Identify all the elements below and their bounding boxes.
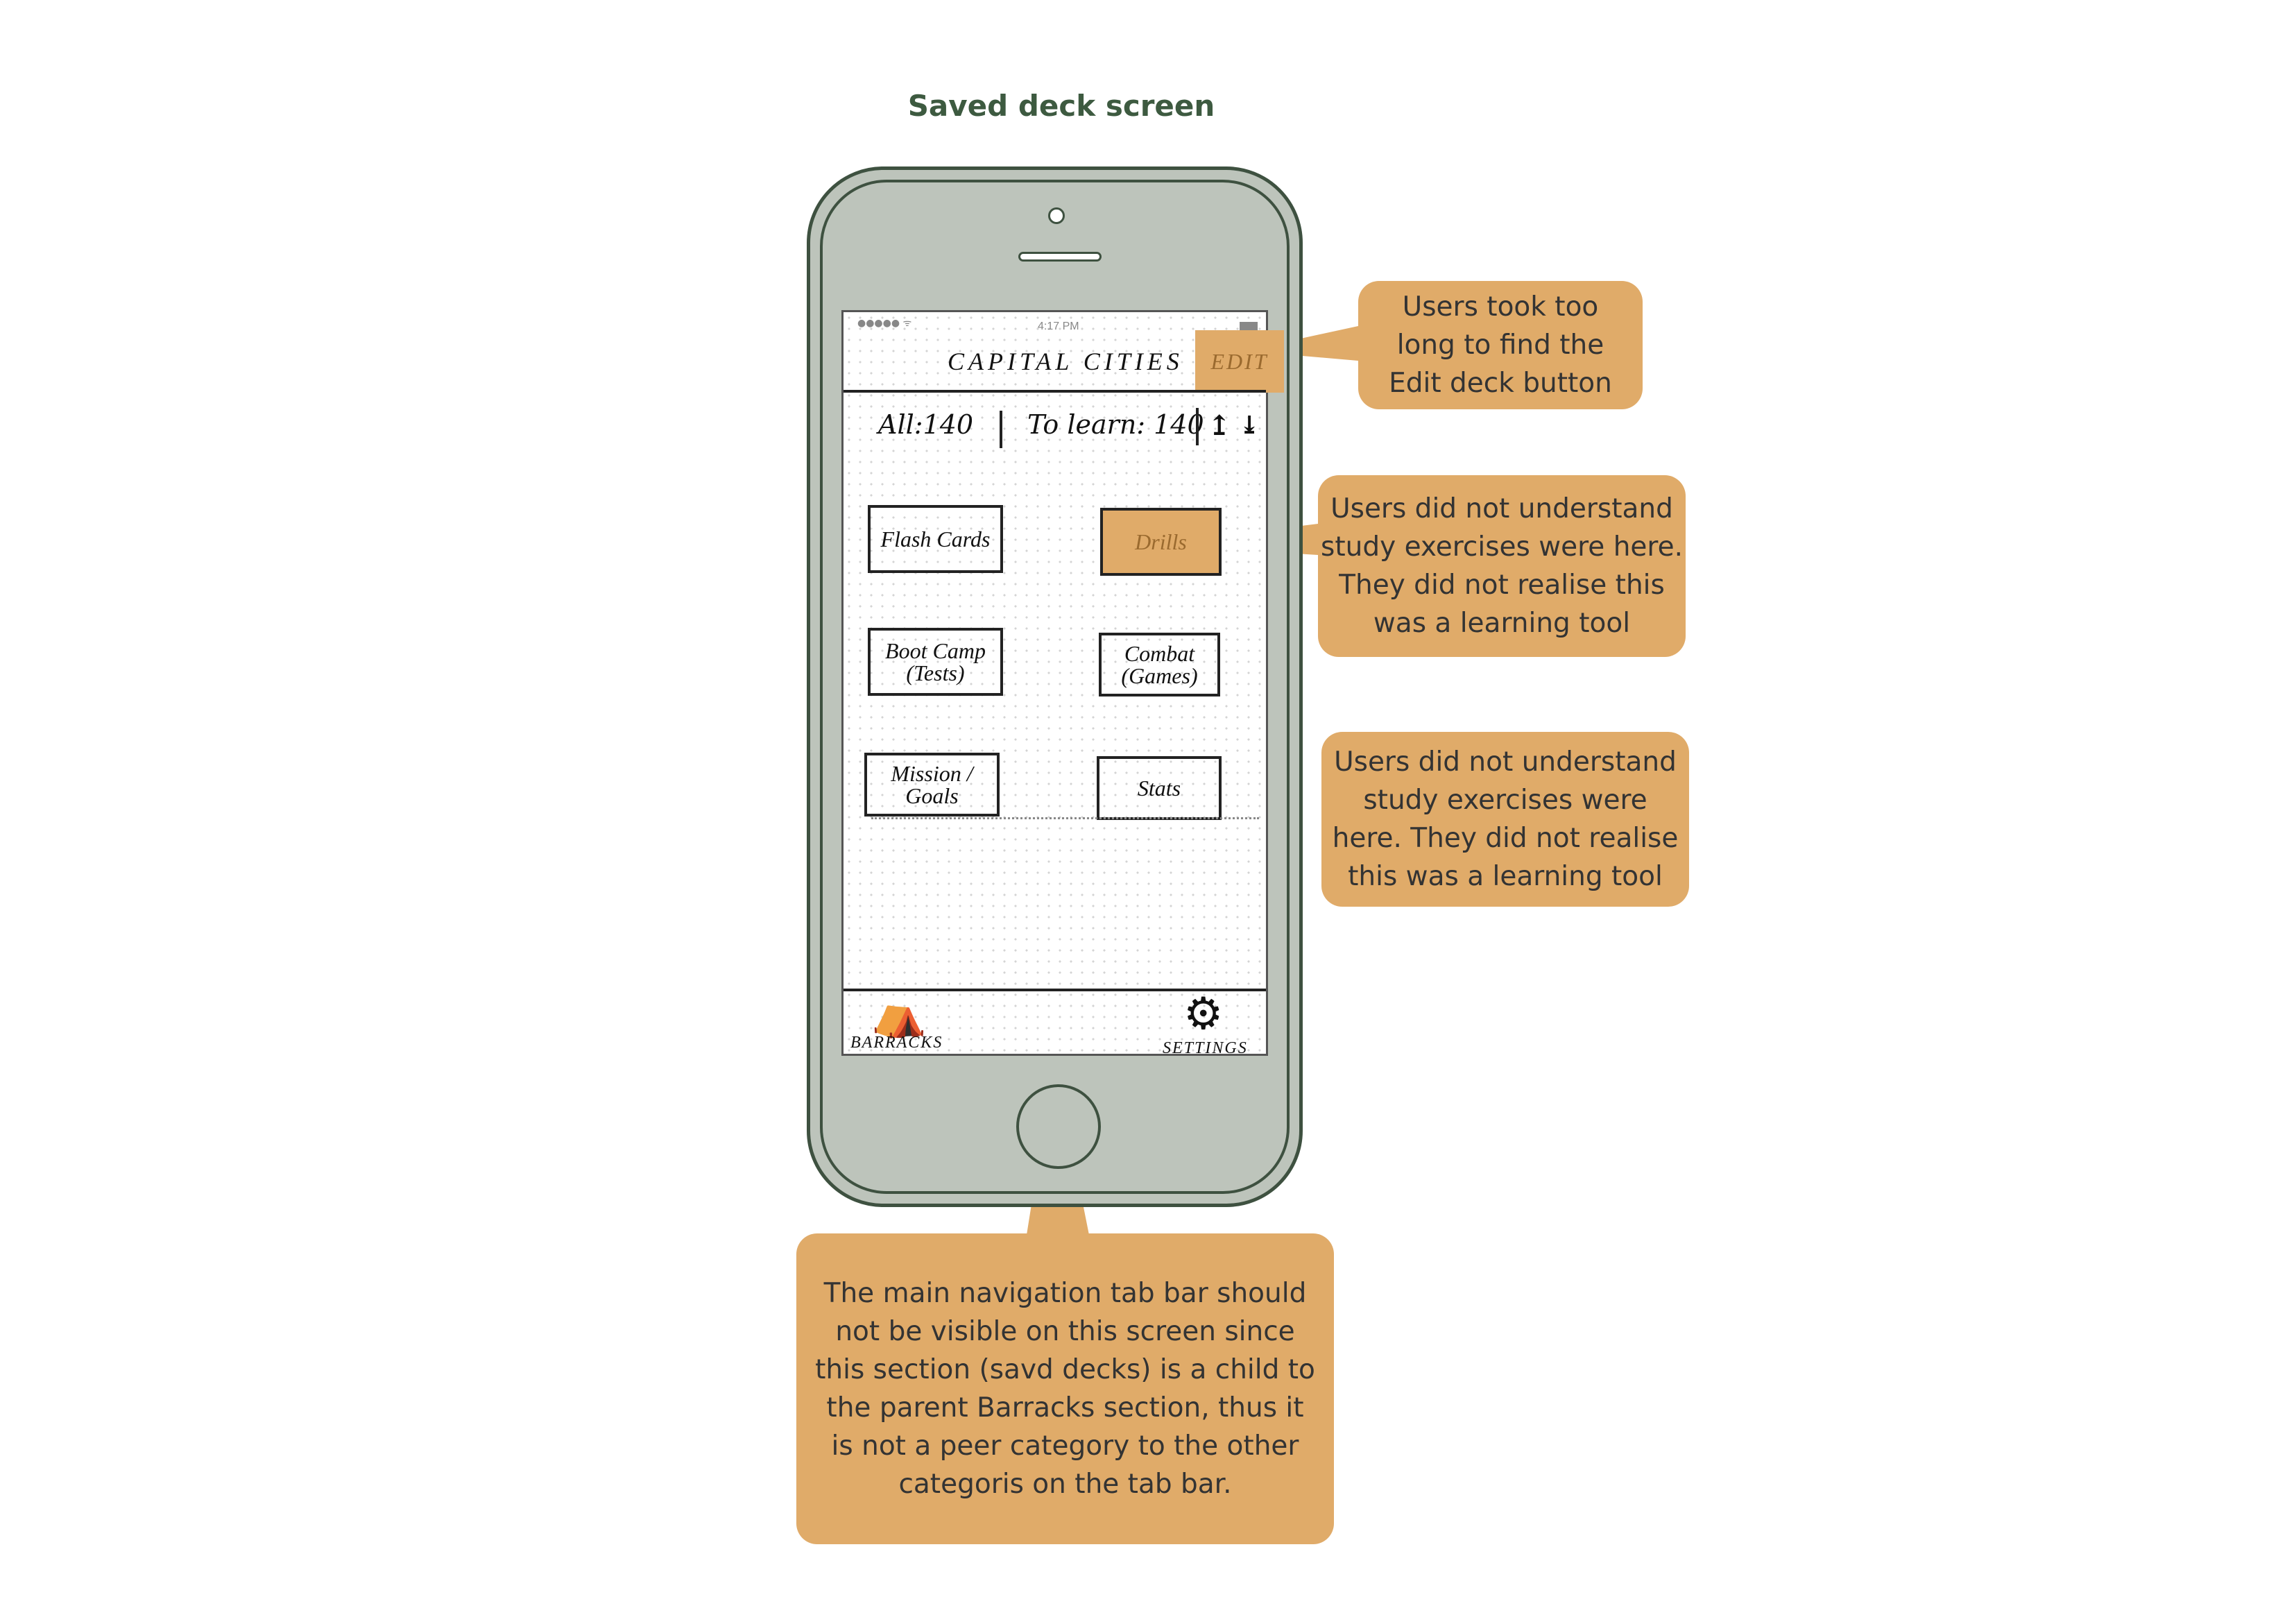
study-exercises-annotation: Users did not understand study exercises… (1321, 732, 1689, 907)
flash-cards-button[interactable]: Flash Cards (868, 505, 1003, 573)
mission-goals-button[interactable]: Mission / Goals (864, 753, 1000, 817)
stats-button[interactable]: Stats (1097, 756, 1222, 820)
phone-bezel (820, 180, 1290, 1194)
camera-icon (1048, 207, 1065, 224)
count-divider (1000, 411, 1002, 448)
header-divider (844, 390, 1266, 393)
count-to-learn: To learn: 140 (1027, 409, 1204, 440)
home-button[interactable] (1016, 1084, 1101, 1169)
count-divider (1196, 408, 1199, 445)
battery-icon (1240, 322, 1258, 330)
speaker-icon (1018, 252, 1102, 262)
signal-icon: ●●●●● ᯤ (857, 318, 912, 329)
combat-button[interactable]: Combat (Games) (1099, 633, 1220, 696)
phone-screen: ●●●●● ᯤ 4:17 PM CAPITAL CITIES EDIT All:… (841, 310, 1284, 1057)
drills-annotation: Users did not understand study exercises… (1318, 475, 1686, 657)
tab-bar-divider (844, 989, 1266, 991)
tab-bar-annotation: The main navigation tab bar should not b… (796, 1233, 1334, 1544)
content-divider (871, 817, 1259, 819)
edit-button-annotation: Users took too long to find the Edit dec… (1358, 281, 1643, 409)
status-time: 4:17 PM (1038, 320, 1079, 332)
tent-icon[interactable]: ⛺ (871, 989, 927, 1040)
tab-settings[interactable]: SETTINGS (1163, 1039, 1248, 1057)
tab-barracks[interactable]: BARRACKS (850, 1034, 943, 1052)
edit-deck-button[interactable]: EDIT (1195, 330, 1284, 393)
deck-title: CAPITAL CITIES (948, 348, 1183, 375)
boot-camp-button[interactable]: Boot Camp (Tests) (868, 628, 1003, 696)
upload-icon[interactable]: ↥ (1208, 409, 1231, 442)
download-icon[interactable]: ⤓ (1239, 411, 1260, 440)
count-all: All:140 (878, 409, 974, 440)
page-title: Saved deck screen (907, 89, 1215, 123)
drills-button[interactable]: Drills (1100, 508, 1222, 576)
gear-icon[interactable]: ⚙ (1183, 989, 1224, 1040)
